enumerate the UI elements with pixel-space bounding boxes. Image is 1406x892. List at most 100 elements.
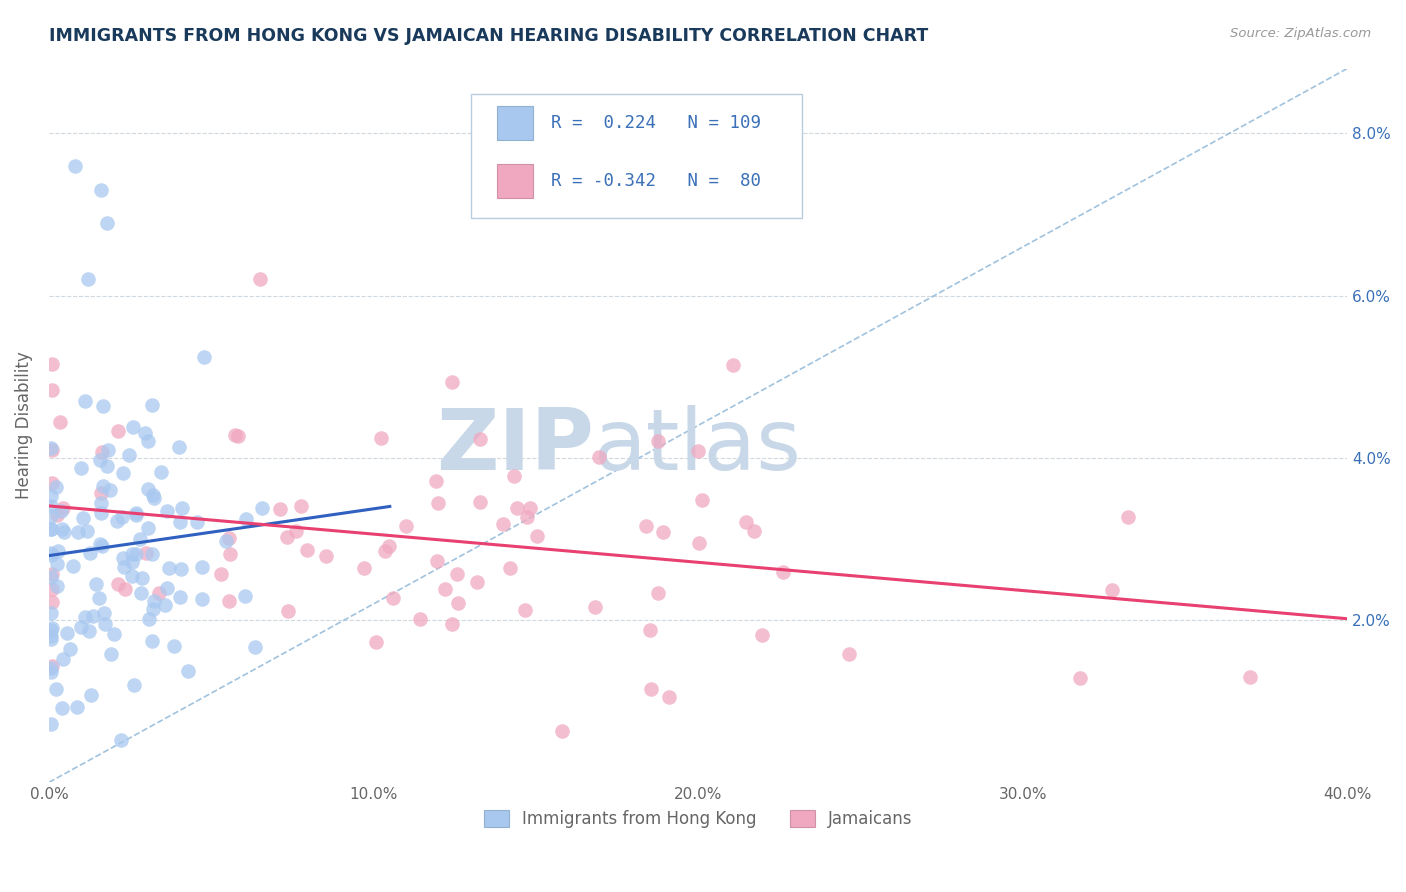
Point: [492, 517, 515, 532]
Point: [277, 604, 299, 618]
Point: [193, 350, 215, 364]
Point: [124, 547, 146, 561]
Point: [41, 383, 63, 397]
Point: [446, 566, 468, 581]
Point: [66, 700, 89, 714]
Point: [100, 647, 122, 661]
Point: [79, 546, 101, 560]
Point: [249, 272, 271, 286]
Point: [170, 501, 193, 516]
Point: [276, 530, 298, 544]
Text: IMMIGRANTS FROM HONG KONG VS JAMAICAN HEARING DISABILITY CORRELATION CHART: IMMIGRANTS FROM HONG KONG VS JAMAICAN HE…: [49, 27, 928, 45]
Point: [640, 681, 662, 696]
Point: [56, 626, 79, 640]
Point: [364, 635, 387, 649]
Point: [156, 504, 179, 518]
Point: [142, 602, 165, 616]
Point: [447, 596, 470, 610]
Point: [129, 586, 152, 600]
Point: [513, 603, 536, 617]
Point: [107, 424, 129, 438]
Point: [647, 434, 669, 449]
Point: [470, 494, 492, 508]
Point: [122, 419, 145, 434]
Point: [1069, 671, 1091, 685]
Point: [41, 566, 63, 581]
Legend: Immigrants from Hong Kong, Jamaicans: Immigrants from Hong Kong, Jamaicans: [477, 803, 920, 835]
Point: [39, 629, 62, 643]
Point: [79, 624, 101, 638]
Point: [131, 571, 153, 585]
Point: [218, 547, 240, 561]
Point: [634, 519, 657, 533]
Point: [381, 591, 404, 605]
Point: [39, 546, 62, 560]
Point: [41, 475, 63, 490]
Point: [440, 376, 463, 390]
Point: [742, 524, 765, 538]
Point: [506, 500, 529, 515]
Point: [77, 272, 100, 286]
Point: [1116, 510, 1139, 524]
Point: [156, 581, 179, 595]
Point: [186, 516, 208, 530]
Point: [45, 681, 67, 696]
Point: [112, 467, 135, 481]
Text: ZIP: ZIP: [436, 405, 595, 488]
Point: [177, 664, 200, 678]
Point: [90, 486, 112, 500]
Point: [103, 627, 125, 641]
Point: [134, 425, 156, 440]
Point: [141, 548, 163, 562]
Point: [39, 548, 62, 562]
Point: [51, 522, 73, 536]
Point: [1101, 583, 1123, 598]
Point: [75, 610, 97, 624]
Point: [125, 506, 148, 520]
Point: [470, 432, 492, 446]
Point: [93, 617, 115, 632]
Point: [129, 532, 152, 546]
Point: [499, 561, 522, 575]
Point: [91, 478, 114, 492]
Point: [141, 633, 163, 648]
Point: [141, 398, 163, 412]
Point: [45, 480, 67, 494]
Point: [425, 474, 447, 488]
Point: [838, 647, 860, 661]
Point: [226, 429, 249, 443]
Point: [122, 678, 145, 692]
Point: [41, 357, 63, 371]
Point: [427, 496, 450, 510]
Point: [167, 440, 190, 454]
Point: [142, 488, 165, 502]
Point: [169, 515, 191, 529]
Point: [284, 524, 307, 539]
Point: [290, 499, 312, 513]
Point: [96, 216, 118, 230]
Point: [46, 557, 69, 571]
Point: [163, 640, 186, 654]
Point: [395, 519, 418, 533]
Point: [52, 651, 75, 665]
Point: [433, 582, 456, 597]
Point: [516, 509, 538, 524]
FancyBboxPatch shape: [471, 94, 801, 219]
Point: [169, 562, 191, 576]
Point: [39, 522, 62, 536]
Point: [652, 525, 675, 540]
Point: [169, 591, 191, 605]
Point: [245, 640, 267, 654]
Point: [155, 598, 177, 612]
Point: [93, 606, 115, 620]
Point: [143, 491, 166, 506]
Point: [112, 560, 135, 574]
Point: [39, 624, 62, 638]
Point: [97, 442, 120, 457]
Point: [440, 616, 463, 631]
Point: [46, 508, 69, 522]
Point: [39, 632, 62, 647]
Point: [233, 589, 256, 603]
Point: [87, 591, 110, 606]
Point: [250, 501, 273, 516]
